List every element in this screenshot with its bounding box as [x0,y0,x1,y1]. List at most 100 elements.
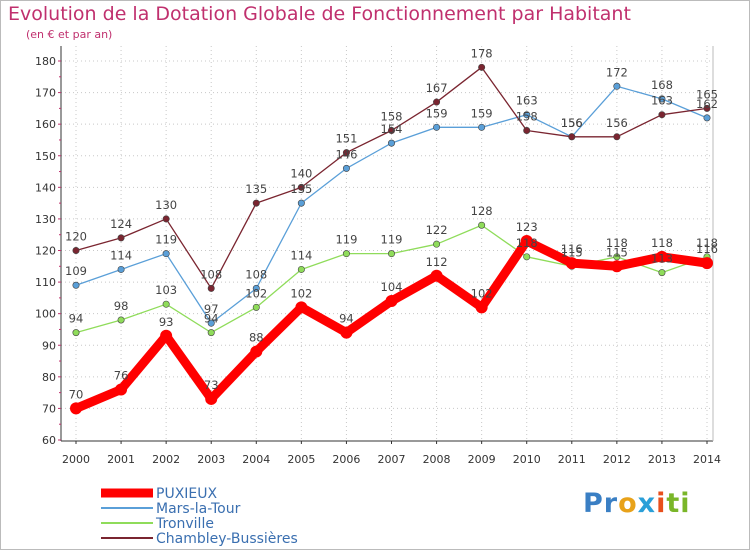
y-tick-label: 90 [42,339,56,352]
data-label: 165 [696,87,718,101]
data-point [250,345,263,358]
data-label: 73 [204,378,219,392]
data-label: 128 [471,204,493,218]
x-tick-label: 2009 [468,453,496,466]
data-point [117,234,125,242]
data-label: 118 [516,236,538,250]
data-label: 93 [159,315,174,329]
data-label: 178 [471,46,493,60]
data-point [297,183,305,191]
legend-label: Mars-la-Tour [156,501,241,517]
logo-part: i [656,488,667,519]
data-label: 120 [65,230,87,244]
logo-part: Pr [583,488,619,519]
x-tick-label: 2001 [107,453,135,466]
data-label: 122 [426,223,448,237]
data-label: 108 [200,267,222,281]
x-tick-label: 2003 [197,453,225,466]
data-label: 151 [335,132,357,146]
data-point [387,126,395,134]
data-point [160,329,173,342]
x-tick-label: 2002 [152,453,180,466]
data-point [433,240,441,248]
data-label: 102 [471,286,493,300]
data-point [117,316,125,324]
data-point [520,235,533,248]
data-label: 162 [696,97,718,111]
data-label: 167 [426,81,448,95]
data-point [478,123,486,131]
data-point [340,326,353,339]
data-point [475,301,488,314]
data-label: 116 [696,242,718,256]
data-label: 159 [471,106,493,120]
y-tick-label: 140 [35,181,56,194]
data-point [523,253,531,261]
data-point [72,281,80,289]
data-label: 146 [335,147,357,161]
data-point [297,199,305,207]
data-point [252,284,260,292]
data-label: 108 [245,267,267,281]
x-tick-label: 2005 [287,453,315,466]
y-tick-label: 130 [35,213,56,226]
data-label: 118 [696,236,718,250]
data-point [387,139,395,147]
x-tick-label: 2010 [513,453,541,466]
x-tick-label: 2008 [423,453,451,466]
data-label: 158 [381,109,403,123]
data-label: 156 [606,116,628,130]
y-tick-label: 170 [35,87,56,100]
x-tick-label: 2014 [693,453,721,466]
data-label: 154 [381,122,403,136]
data-point [610,260,623,273]
logo-part: ti [666,488,691,519]
x-tick-label: 2007 [378,453,406,466]
data-point [70,402,82,415]
chart-title: Evolution de la Dotation Globale de Fonc… [8,3,631,25]
data-label: 114 [290,248,312,262]
legend-label: Chambley-Bussières [156,531,298,547]
data-label: 118 [651,236,673,250]
data-label: 112 [426,255,448,269]
data-point [568,133,576,141]
data-label: 109 [65,264,87,278]
data-label: 88 [249,331,264,345]
data-label: 124 [110,217,132,231]
data-point [658,111,666,119]
data-point [252,303,260,311]
data-point [565,257,578,270]
x-tick-label: 2004 [242,453,270,466]
data-label: 113 [651,252,673,266]
data-label: 119 [381,233,403,247]
data-point [252,199,260,207]
x-tick-label: 2006 [332,453,360,466]
chart-subtitle: (en € et par an) [26,28,113,41]
data-label: 115 [561,245,583,259]
y-tick-label: 110 [35,276,56,289]
data-point [297,265,305,273]
data-point [701,257,713,270]
data-label: 114 [110,248,132,262]
data-point [342,164,350,172]
data-point [342,250,350,258]
data-point [613,133,621,141]
data-point [117,265,125,273]
data-label: 135 [290,182,312,196]
legend-label: Tronville [155,516,214,532]
data-label: 76 [114,368,129,382]
data-point [703,104,711,112]
data-label: 156 [561,116,583,130]
data-point [162,215,170,223]
data-point [523,111,531,119]
data-point [387,250,395,258]
x-tick-label: 2000 [62,453,90,466]
x-tick-label: 2011 [558,453,586,466]
data-point [162,300,170,308]
data-point [478,221,486,229]
y-tick-label: 150 [35,150,56,163]
y-tick-label: 100 [35,308,56,321]
data-point [478,63,486,71]
data-point [658,269,666,277]
